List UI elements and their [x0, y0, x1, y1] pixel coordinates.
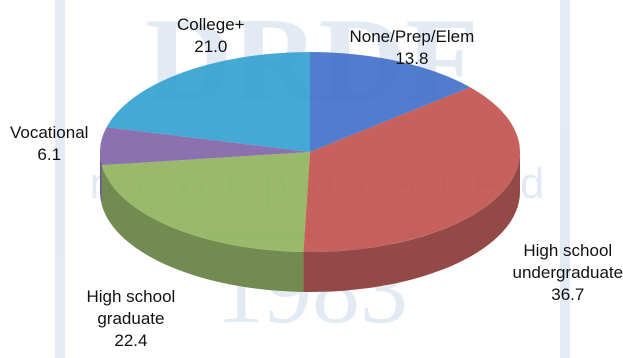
- pie-side-1: [303, 152, 520, 292]
- pie-slice-high-school-graduate: [101, 152, 310, 252]
- pie-slice-vocational: [100, 127, 310, 166]
- slice-label-line: undergraduate: [512, 263, 623, 282]
- slice-value-label: 21.0: [194, 37, 228, 56]
- slice-label-line: Vocational: [10, 123, 89, 142]
- pie-side-2: [101, 165, 304, 292]
- slice-label-line: High school: [86, 287, 176, 306]
- slice-label-line: graduate: [97, 309, 165, 328]
- slice-value-label: 6.1: [37, 145, 62, 164]
- slice-label-line: College+: [177, 15, 245, 34]
- pie-slice-college-: [106, 52, 310, 152]
- slice-label-college-: College+ 21.0: [177, 14, 245, 58]
- slice-label-line: High school: [523, 241, 613, 260]
- pie-slice-none-prep-elem: [310, 52, 471, 152]
- slice-label-vocational: Vocational 6.1: [10, 122, 88, 166]
- slice-label-high-school-undergraduate: High school undergraduate 36.7: [513, 240, 623, 306]
- slice-label-none-prep-elem: None/Prep/Elem 13.8: [350, 26, 475, 70]
- slice-value-label: 13.8: [395, 49, 429, 68]
- pie-slice-high-school-undergraduate: [303, 87, 520, 252]
- slice-value-label: 36.7: [551, 285, 585, 304]
- slice-label-line: None/Prep/Elem: [349, 27, 475, 46]
- pie-side-3: [100, 152, 102, 206]
- slice-value-label: 22.4: [114, 331, 148, 350]
- slice-label-high-school-graduate: High school graduate 22.4: [87, 286, 176, 352]
